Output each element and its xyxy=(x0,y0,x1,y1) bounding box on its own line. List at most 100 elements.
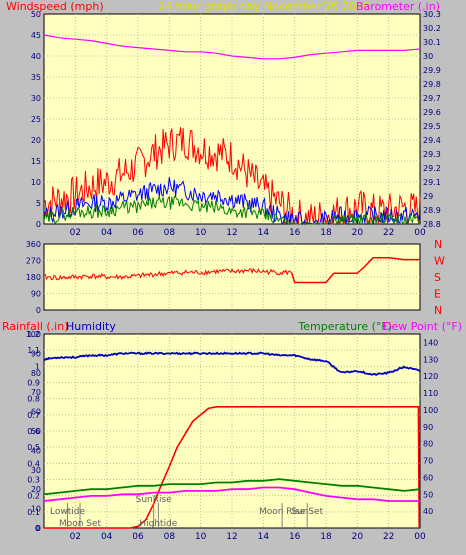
rainfall-series xyxy=(44,405,420,529)
y-tick-label: 5 xyxy=(36,199,41,208)
x-tick-label: 12 xyxy=(226,532,237,542)
barometer-series xyxy=(43,34,421,60)
x-tick-label: 22 xyxy=(383,532,394,542)
y-tick-label: 35 xyxy=(31,73,41,82)
y-tick-label: 29.4 xyxy=(423,136,441,145)
y-tick-label: 25 xyxy=(31,115,41,124)
x-tick-label: 08 xyxy=(164,228,176,238)
y-tick-label: 45 xyxy=(31,31,41,40)
y-tick-label: 29.9 xyxy=(423,66,441,75)
rain-humidity-panel-grid xyxy=(44,334,420,528)
rain-tick-label: 1 xyxy=(35,362,40,371)
x-tick-label: 14 xyxy=(258,532,270,542)
wind-panel-axes: 02 04 06 08 10 12 14 16 18 20 22 000510152025303540… xyxy=(31,10,441,238)
compass-label: S xyxy=(434,271,441,284)
rainfall-title: Rainfall (.in) xyxy=(2,320,69,333)
rain-tick-label: 0.2 xyxy=(27,492,40,501)
y-tick-label: 20 xyxy=(31,485,41,494)
x-tick-label: 04 xyxy=(101,532,113,542)
rain-tick-label: 0.8 xyxy=(27,395,40,404)
compass-label: N xyxy=(434,238,442,251)
event-marker-label: Lowtide xyxy=(50,507,85,517)
wind-panel-grid xyxy=(44,14,420,224)
y-tick-label: 140 xyxy=(423,338,438,347)
y-tick-label: 30.1 xyxy=(423,38,441,47)
x-tick-label: 00 xyxy=(414,228,426,238)
y-tick-label: 100 xyxy=(423,406,438,415)
y-tick-label: 80 xyxy=(31,369,41,378)
wind-panel-series xyxy=(43,34,421,226)
y-tick-label: 40 xyxy=(31,446,41,455)
wind-direction-series xyxy=(43,267,292,281)
y-tick-label: 100 xyxy=(26,330,41,339)
y-tick-label: 10 xyxy=(31,505,41,514)
y-tick-label: 60 xyxy=(423,473,433,482)
y-tick-label: 50 xyxy=(31,427,41,436)
x-tick-label: 06 xyxy=(132,228,144,238)
x-tick-label: 16 xyxy=(289,228,301,238)
y-tick-label: 0 xyxy=(36,306,41,315)
y-tick-label: 30 xyxy=(423,52,433,61)
event-marker-label: Hightide xyxy=(139,519,177,529)
y-tick-label: 30.3 xyxy=(423,10,441,19)
x-tick-label: 10 xyxy=(195,532,207,542)
y-tick-label: 50 xyxy=(31,10,41,19)
y-tick-label: 80 xyxy=(423,440,433,449)
wind-speed-series xyxy=(43,177,421,226)
y-tick-label: 30 xyxy=(31,466,41,475)
y-tick-label: 130 xyxy=(423,355,438,364)
x-tick-label: 22 xyxy=(383,228,394,238)
x-tick-label: 02 xyxy=(70,532,81,542)
y-tick-label: 29.6 xyxy=(423,108,441,117)
x-tick-label: 20 xyxy=(352,532,364,542)
y-tick-label: 60 xyxy=(31,408,41,417)
event-marker-label: SunSet xyxy=(291,507,323,517)
humidity-title: Humidity xyxy=(66,320,116,333)
rain-tick-label: 0.5 xyxy=(27,443,40,452)
rain-humidity-panel-axes: 02 04 06 08 10 12 14 16 18 20 22 000102030405060708… xyxy=(26,330,439,542)
y-tick-label: 30 xyxy=(31,94,41,103)
compass-label: N xyxy=(434,304,442,317)
temperature-series xyxy=(43,478,421,496)
x-tick-label: 18 xyxy=(320,532,332,542)
y-tick-label: 90 xyxy=(31,290,41,299)
y-tick-label: 29.7 xyxy=(423,94,441,103)
y-tick-label: 90 xyxy=(31,349,41,358)
rain-tick-label: 1.2 xyxy=(27,330,40,339)
event-marker-label: Moon Rise xyxy=(259,507,306,517)
compass-label: E xyxy=(434,288,441,301)
dewpoint-series xyxy=(43,486,420,502)
y-tick-label: 70 xyxy=(423,457,433,466)
y-tick-label: 0 xyxy=(36,220,41,229)
barometer-title: Barometer (.in) xyxy=(356,0,440,13)
graph-date-title: 24 hour graph day November 26 2020 xyxy=(158,0,370,13)
rain-tick-label: 0.4 xyxy=(27,459,40,468)
event-marker-label: SunRise xyxy=(136,495,173,505)
x-tick-label: 00 xyxy=(414,532,426,542)
y-tick-label: 20 xyxy=(31,136,41,145)
y-tick-label: 29.5 xyxy=(423,122,441,131)
rain-tick-label: 0.1 xyxy=(27,508,40,517)
x-tick-label: 06 xyxy=(132,532,144,542)
y-tick-label: 120 xyxy=(423,372,438,381)
rain-tick-label: 0.3 xyxy=(27,476,40,485)
y-tick-label: 360 xyxy=(26,240,41,249)
x-tick-label: 08 xyxy=(164,532,176,542)
x-tick-label: 14 xyxy=(258,228,270,238)
y-tick-label: 29.2 xyxy=(423,164,441,173)
x-tick-label: 16 xyxy=(289,532,301,542)
event-marker-label: Moon Set xyxy=(59,519,102,529)
y-tick-label: 10 xyxy=(31,178,41,187)
y-tick-label: 15 xyxy=(31,157,41,166)
rain-tick-label: 1.1 xyxy=(27,346,40,355)
y-tick-label: 0 xyxy=(36,524,41,533)
dewpoint-title: Dew Point (°F) xyxy=(383,320,462,333)
y-tick-label: 40 xyxy=(423,507,433,516)
humidity-series xyxy=(43,351,421,376)
rain-tick-label: 0.9 xyxy=(27,379,40,388)
y-tick-label: 110 xyxy=(423,389,438,398)
y-tick-label: 90 xyxy=(423,423,433,432)
y-tick-label: 29.1 xyxy=(423,178,441,187)
